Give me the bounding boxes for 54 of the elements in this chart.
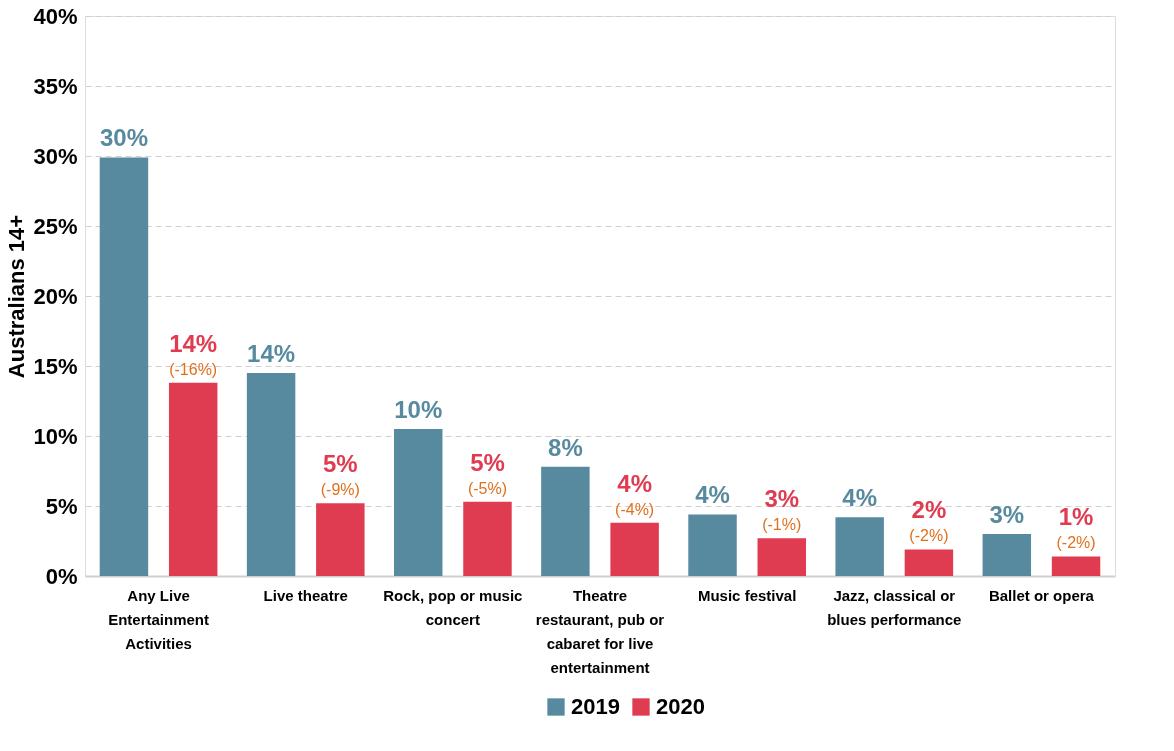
y-tick-label: 40% bbox=[33, 3, 78, 29]
bar bbox=[904, 549, 954, 576]
data-label: 5% bbox=[322, 450, 358, 478]
annotation: (-5%) bbox=[467, 479, 508, 497]
annotation: (-9%) bbox=[320, 481, 360, 499]
bar bbox=[99, 157, 149, 576]
data-label: 14% bbox=[169, 329, 218, 357]
data-label: 4% bbox=[695, 481, 730, 509]
legend-label: 2020 bbox=[656, 694, 705, 719]
y-tick-label: 35% bbox=[33, 73, 78, 99]
bar bbox=[394, 429, 443, 576]
annotation: (-2%) bbox=[909, 527, 949, 545]
y-tick-label: 20% bbox=[33, 283, 78, 309]
x-tick-label: Jazz, classical or blues performance bbox=[827, 586, 962, 628]
annotation: (-16%) bbox=[169, 360, 218, 378]
x-tick-label: Music festival bbox=[697, 586, 797, 604]
y-tick-label: 5% bbox=[45, 493, 78, 519]
bar bbox=[757, 538, 806, 576]
annotation: (-4%) bbox=[615, 500, 655, 518]
data-label: 14% bbox=[247, 340, 296, 367]
x-tick-label: Theatre restaurant, pub or cabaret for live entertainment bbox=[535, 586, 665, 676]
data-label: 3% bbox=[989, 501, 1025, 528]
bar bbox=[835, 517, 884, 576]
bar bbox=[541, 466, 590, 576]
legend-label: 2019 bbox=[571, 694, 620, 719]
x-tick-label: Ballet or opera bbox=[988, 586, 1095, 604]
annotation: (-1%) bbox=[762, 516, 802, 534]
bar bbox=[688, 514, 737, 576]
bar bbox=[463, 501, 512, 576]
bar bbox=[168, 382, 218, 576]
y-tick-label: 30% bbox=[33, 143, 78, 169]
x-tick-label: Rock, pop or music concert bbox=[383, 586, 523, 628]
bar bbox=[246, 373, 296, 576]
data-label: 3% bbox=[764, 485, 800, 513]
x-tick-label: Any Live Entertainment Activities bbox=[108, 586, 209, 652]
data-label: 1% bbox=[1058, 503, 1094, 531]
y-tick-label: 25% bbox=[33, 213, 78, 239]
data-label: 10% bbox=[394, 396, 443, 423]
data-label: 2% bbox=[911, 496, 947, 524]
data-label: 4% bbox=[842, 484, 878, 512]
y-tick-label: 10% bbox=[33, 423, 78, 449]
bar bbox=[1051, 556, 1101, 576]
data-label: 30% bbox=[99, 124, 148, 152]
data-label: 5% bbox=[470, 448, 505, 476]
y-axis-title: Australians 14+ bbox=[4, 214, 30, 379]
bar bbox=[316, 503, 365, 576]
y-tick-label: 15% bbox=[33, 353, 78, 379]
bar bbox=[982, 534, 1032, 576]
data-label: 4% bbox=[617, 469, 652, 497]
y-tick-label: 0% bbox=[45, 563, 78, 589]
annotation: (-2%) bbox=[1056, 534, 1096, 552]
data-label: 8% bbox=[548, 433, 583, 461]
bar bbox=[610, 522, 659, 576]
x-tick-label: Live theatre bbox=[263, 586, 348, 604]
